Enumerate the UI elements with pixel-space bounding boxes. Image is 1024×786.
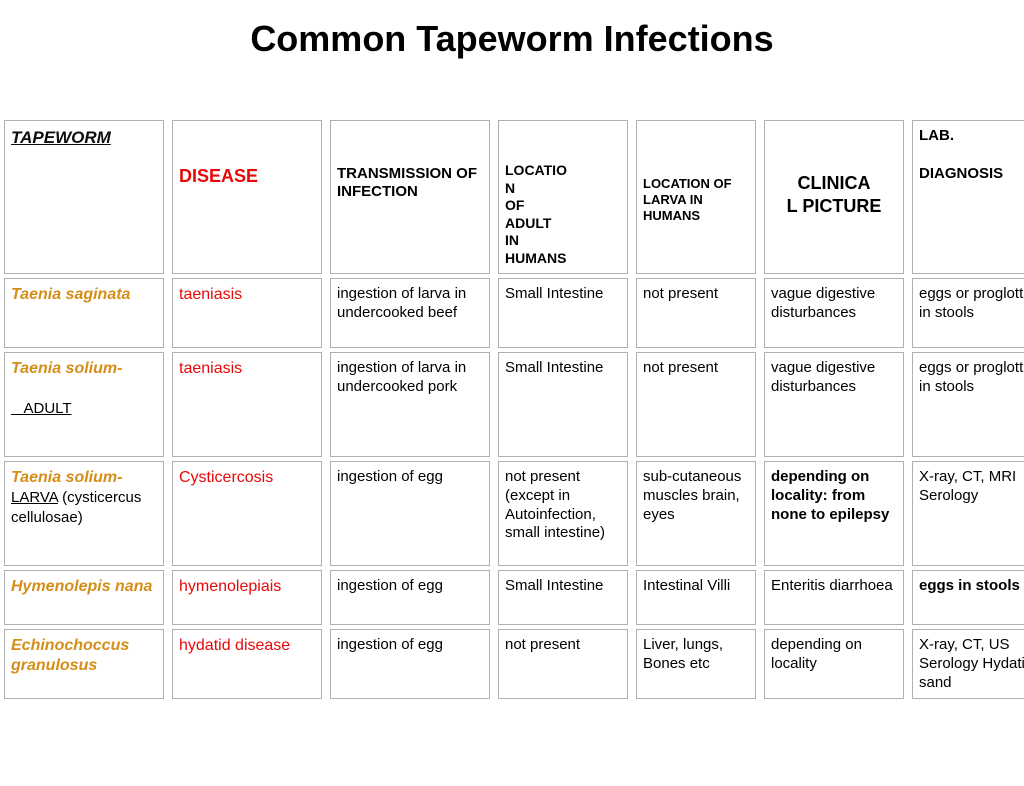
- row-0-loc-larva: not present: [636, 278, 756, 348]
- row-3-transmission: ingestion of egg: [330, 570, 490, 625]
- row-1-loc-larva: not present: [636, 352, 756, 457]
- row-0-loc-adult: Small Intestine: [498, 278, 628, 348]
- header-loc-adult: LOCATIONOFADULTINHUMANS: [498, 120, 628, 274]
- row-1-loc-adult: Small Intestine: [498, 352, 628, 457]
- row-3-tapeworm: Hymenolepis nana: [4, 570, 164, 625]
- row-3-loc-larva: Intestinal Villi: [636, 570, 756, 625]
- row-0-tapeworm: Taenia saginata: [4, 278, 164, 348]
- header-lab: LAB.DIAGNOSIS: [912, 120, 1024, 274]
- infections-table: TAPEWORMDISEASETRANSMISSION OF INFECTION…: [0, 120, 1024, 699]
- row-0-disease: taeniasis: [172, 278, 322, 348]
- header-clinical: CLINICAL PICTURE: [764, 120, 904, 274]
- row-1-disease: taeniasis: [172, 352, 322, 457]
- row-0-clinical: vague digestive disturbances: [764, 278, 904, 348]
- row-1-tapeworm: Taenia solium- ADULT: [4, 352, 164, 457]
- row-2-disease: Cysticercosis: [172, 461, 322, 566]
- row-2-lab: X-ray, CT, MRI Serology: [912, 461, 1024, 566]
- row-3-clinical: Enteritis diarrhoea: [764, 570, 904, 625]
- row-2-clinical: depending on locality: from none to epil…: [764, 461, 904, 566]
- row-4-tapeworm: Echinochoccus granulosus: [4, 629, 164, 699]
- row-0-lab: eggs or proglottids in stools: [912, 278, 1024, 348]
- row-1-lab: eggs or proglottids in stools: [912, 352, 1024, 457]
- row-0-transmission: ingestion of larva in undercooked beef: [330, 278, 490, 348]
- page-title: Common Tapeworm Infections: [0, 18, 1024, 60]
- row-4-loc-adult: not present: [498, 629, 628, 699]
- row-1-clinical: vague digestive disturbances: [764, 352, 904, 457]
- row-2-tapeworm: Taenia solium-LARVA (cysticercus cellulo…: [4, 461, 164, 566]
- header-disease: DISEASE: [172, 120, 322, 274]
- row-4-lab: X-ray, CT, US Serology Hydatid sand: [912, 629, 1024, 699]
- header-tapeworm: TAPEWORM: [4, 120, 164, 274]
- header-transmission: TRANSMISSION OF INFECTION: [330, 120, 490, 274]
- row-3-loc-adult: Small Intestine: [498, 570, 628, 625]
- row-2-loc-adult: not present (except in Autoinfection, sm…: [498, 461, 628, 566]
- row-4-disease: hydatid disease: [172, 629, 322, 699]
- row-4-loc-larva: Liver, lungs, Bones etc: [636, 629, 756, 699]
- row-1-transmission: ingestion of larva in undercooked pork: [330, 352, 490, 457]
- row-3-disease: hymenolepiais: [172, 570, 322, 625]
- header-loc-larva: LOCATION OF LARVA IN HUMANS: [636, 120, 756, 274]
- row-2-transmission: ingestion of egg: [330, 461, 490, 566]
- row-4-transmission: ingestion of egg: [330, 629, 490, 699]
- row-3-lab: eggs in stools: [912, 570, 1024, 625]
- row-2-loc-larva: sub-cutaneous muscles brain, eyes: [636, 461, 756, 566]
- row-4-clinical: depending on locality: [764, 629, 904, 699]
